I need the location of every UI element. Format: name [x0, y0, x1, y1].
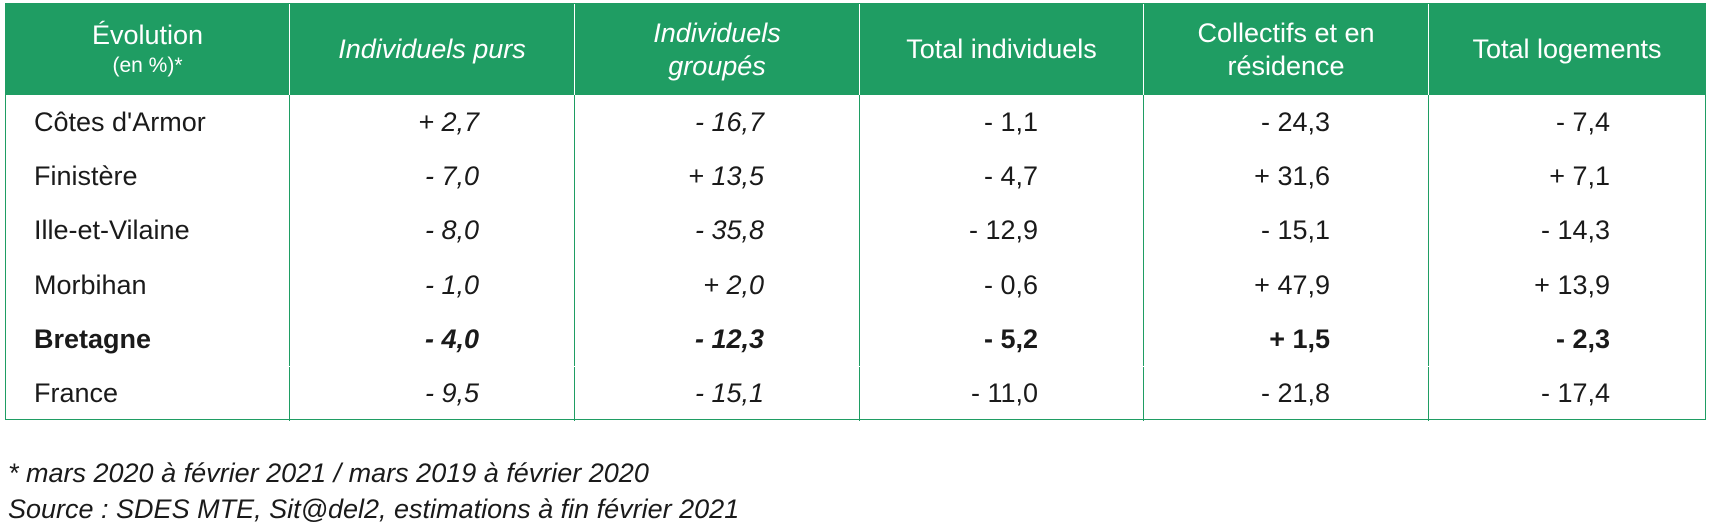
row-label: Ille-et-Vilaine [6, 203, 290, 258]
data-table: Évolution (en %)* Individuels purs Indiv… [5, 3, 1706, 421]
header-individuels-groupes-line1: Individuels [653, 17, 781, 48]
footnote: * mars 2020 à février 2021 / mars 2019 à… [8, 458, 649, 488]
cell-individuels-purs: - 4,0 [290, 312, 575, 367]
header-evolution: Évolution (en %)* [6, 4, 290, 95]
cell-total-logements: - 7,4 [1555, 106, 1610, 137]
table-row: Finistère - 7,0 + 13,5 - 4,7 + 31,6 + 7,… [6, 149, 1705, 204]
table-row: Ille-et-Vilaine - 8,0 - 35,8 - 12,9 - 15… [6, 203, 1705, 258]
cell-individuels-purs: - 9,5 [290, 366, 575, 421]
cell-total-logements: + 13,9 [1534, 269, 1610, 300]
cell-individuels-groupes: + 2,0 [575, 257, 860, 313]
header-collectifs-line2: résidence [1227, 50, 1345, 81]
cell-collectifs: + 1,5 [1144, 312, 1429, 367]
cell-individuels-purs: - 1,0 [290, 257, 575, 313]
header-evolution-unit: (en %)* [112, 54, 183, 77]
cell-individuels-groupes: - 15,1 [575, 366, 860, 421]
row-label: Morbihan [6, 257, 290, 313]
header-evolution-title: Évolution [91, 20, 204, 50]
table-row: Morbihan - 1,0 + 2,0 - 0,6 + 47,9 + 13,9 [6, 257, 1705, 313]
cell-individuels-purs: - 8,0 [290, 203, 575, 258]
cell-total-logements: - 2,3 [1555, 323, 1610, 354]
row-label: France [6, 366, 290, 421]
table-row-total: Bretagne - 4,0 - 12,3 - 5,2 + 1,5 - 2,3 [6, 312, 1705, 367]
cell-total-individuels: - 0,6 [860, 257, 1144, 313]
cell-total-logements: + 7,1 [1549, 160, 1610, 191]
cell-total-individuels: - 11,0 [860, 366, 1144, 421]
cell-total-logements: - 14,3 [1540, 215, 1610, 246]
table-header-row: Évolution (en %)* Individuels purs Indiv… [6, 4, 1705, 95]
source-note: Source : SDES MTE, Sit@del2, estimations… [8, 494, 740, 524]
header-collectifs: Collectifs et en résidence [1144, 4, 1429, 95]
table-notes: * mars 2020 à février 2021 / mars 2019 à… [8, 455, 739, 527]
cell-individuels-purs: - 7,0 [290, 149, 575, 204]
table-row: France - 9,5 - 15,1 - 11,0 - 21,8 - 17,4 [6, 366, 1705, 421]
cell-collectifs: - 21,8 [1144, 366, 1429, 421]
header-individuels-purs: Individuels purs [290, 4, 575, 95]
cell-individuels-groupes: + 13,5 [575, 149, 860, 204]
cell-total-individuels: - 12,9 [860, 203, 1144, 258]
row-label: Finistère [6, 149, 290, 204]
header-individuels-groupes-line2: groupés [668, 50, 766, 81]
cell-collectifs: - 24,3 [1144, 95, 1429, 150]
header-collectifs-line1: Collectifs et en [1197, 17, 1375, 48]
header-total-logements: Total logements [1472, 34, 1662, 64]
cell-collectifs: - 15,1 [1144, 203, 1429, 258]
cell-individuels-groupes: - 12,3 [575, 312, 860, 367]
cell-total-individuels: - 1,1 [860, 95, 1144, 150]
cell-total-individuels: - 4,7 [860, 149, 1144, 204]
cell-collectifs: + 47,9 [1144, 257, 1429, 313]
header-total-individuels: Total individuels [860, 4, 1144, 95]
row-label: Bretagne [6, 312, 290, 367]
row-label: Côtes d'Armor [6, 95, 290, 150]
header-individuels-groupes: Individuels groupés [575, 4, 860, 95]
cell-total-logements: - 17,4 [1540, 378, 1610, 409]
cell-total-individuels: - 5,2 [860, 312, 1144, 367]
cell-collectifs: + 31,6 [1144, 149, 1429, 204]
cell-individuels-groupes: - 16,7 [575, 95, 860, 150]
table-row: Côtes d'Armor + 2,7 - 16,7 - 1,1 - 24,3 … [6, 95, 1705, 150]
cell-individuels-purs: + 2,7 [290, 95, 575, 150]
cell-individuels-groupes: - 35,8 [575, 203, 860, 258]
